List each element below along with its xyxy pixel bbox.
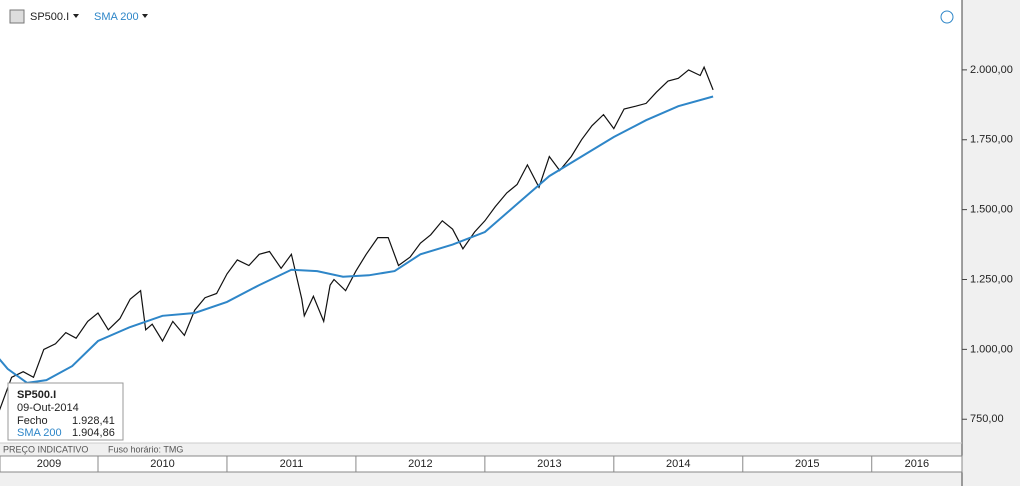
- y-tick-label: 1.000,00: [970, 343, 1013, 355]
- x-tick-label: 2014: [666, 458, 690, 470]
- plot-area: [0, 0, 962, 443]
- x-tick-label: 2010: [150, 458, 174, 470]
- x-tick-label: 2011: [280, 458, 304, 470]
- tooltip-value: 1.928,41: [72, 415, 115, 427]
- y-tick-label: 1.750,00: [970, 134, 1013, 146]
- y-tick-label: 1.500,00: [970, 204, 1013, 216]
- symbol-name[interactable]: SP500.I: [30, 11, 69, 23]
- indicator-name[interactable]: SMA 200: [94, 11, 139, 23]
- x-tick-label: 2012: [408, 458, 432, 470]
- x-tick-label: 2013: [537, 458, 561, 470]
- series-line: [0, 95, 714, 384]
- x-tick-label: 2015: [795, 458, 819, 470]
- tooltip-title: SP500.I: [17, 389, 56, 401]
- y-tick-label: 1.250,00: [970, 273, 1013, 285]
- y-tick-label: 2.000,00: [970, 64, 1013, 76]
- tooltip-date: 09-Out-2014: [17, 402, 79, 414]
- tooltip-label: SMA 200: [17, 427, 62, 439]
- footer-timezone: Fuso horário: TMG: [108, 444, 183, 454]
- y-tick-label: 750,00: [970, 413, 1004, 425]
- year-strip: [0, 455, 963, 473]
- x-tick-label: 2016: [905, 458, 929, 470]
- x-tick-label: 2009: [37, 458, 61, 470]
- dropdown-arrow[interactable]: [73, 14, 79, 18]
- series-line: [0, 65, 714, 411]
- symbol-icon[interactable]: [9, 9, 25, 24]
- dropdown-arrow[interactable]: [142, 14, 148, 18]
- tooltip-box: [7, 382, 124, 441]
- clock-icon[interactable]: [940, 10, 954, 24]
- tooltip-label: Fecho: [17, 415, 48, 427]
- footer-note: PREÇO INDICATIVO: [3, 444, 88, 454]
- tooltip-value: 1.904,86: [72, 427, 115, 439]
